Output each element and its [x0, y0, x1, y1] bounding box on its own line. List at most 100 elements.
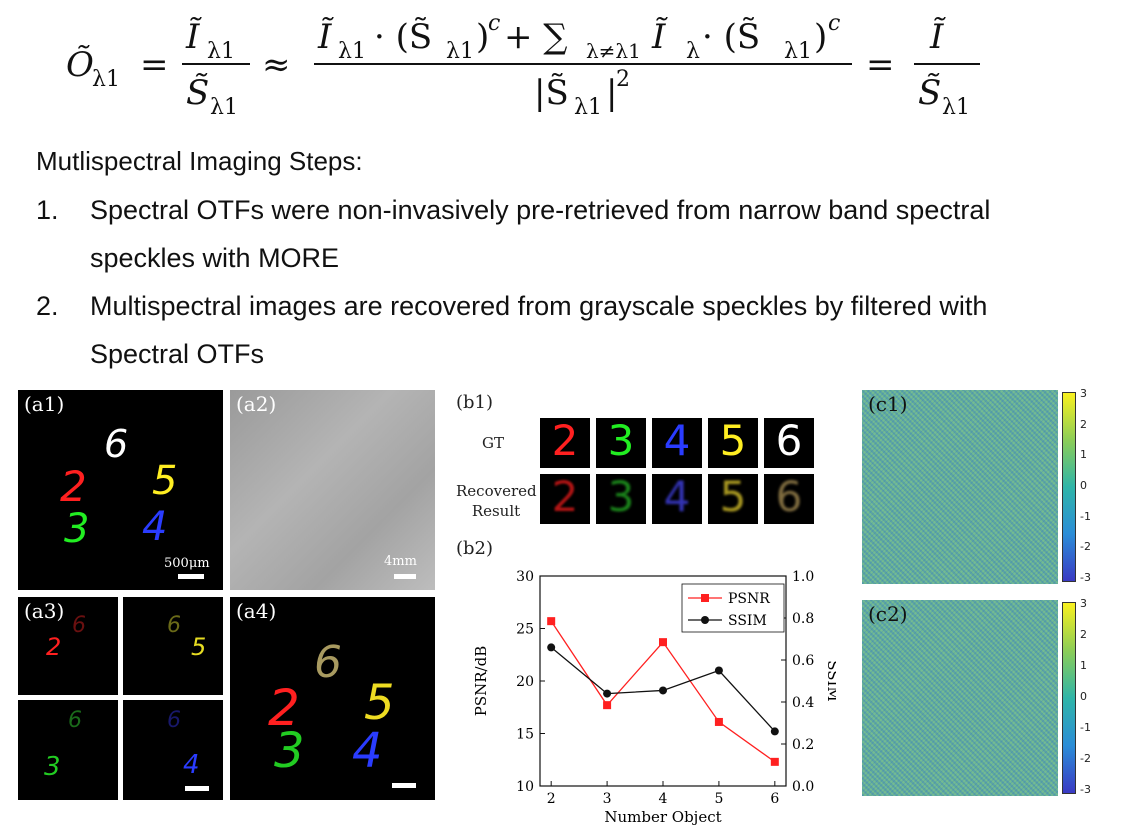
- rec-digit-5: 5: [719, 474, 747, 521]
- digit-2-recovered: 2: [268, 679, 300, 737]
- eq-big-num-e-sub: λ: [686, 39, 700, 64]
- eq-big-num-d-sub: λ≠λ1: [586, 39, 641, 63]
- gt-tile-2: 2: [540, 418, 590, 468]
- x-tick-label: 4: [659, 791, 668, 807]
- colorbar-tick: -2: [1080, 752, 1091, 765]
- step-2-number: 2.: [36, 291, 59, 321]
- digit-3-green: 3: [44, 752, 61, 782]
- digit-6-faint-y: 6: [167, 613, 181, 638]
- panel-a4-label: (a4): [236, 599, 277, 623]
- colorbar-tick: -3: [1080, 783, 1091, 796]
- eq-big-num-e: Ĩ: [651, 17, 668, 57]
- step-1-line2: speckles with MORE: [90, 243, 340, 273]
- panel-c2-label: (c2): [868, 602, 908, 626]
- digit-4-blue: 4: [183, 750, 200, 780]
- equation: Õ λ1 = Ĩ λ1 S̃ λ1 ≈ Ĩ λ1 · (S̃ λ1 ) c + …: [66, 11, 980, 120]
- y-tick-label: 25: [516, 622, 534, 638]
- scalebar-a2: [394, 574, 416, 579]
- colorbar-tick: 2: [1080, 628, 1087, 641]
- y2-tick-label: 0.0: [792, 779, 814, 795]
- colorbar-tick: 2: [1080, 417, 1087, 431]
- rec-tile-2: 2: [540, 474, 590, 524]
- recovered-label-line1: Recovered: [456, 482, 537, 500]
- y2-axis-label: SSIM: [824, 660, 836, 702]
- rec-digit-4: 4: [663, 474, 691, 521]
- colorbar-tick: 1: [1080, 448, 1087, 462]
- rec-tile-5: 5: [708, 474, 758, 524]
- digit-5: 5: [152, 458, 178, 504]
- scalebar-a1-label: 500μm: [164, 556, 210, 571]
- rec-tile-4: 4: [652, 474, 702, 524]
- eq-big-num-a-sub: λ1: [338, 39, 366, 64]
- gt-digit-5: 5: [719, 418, 747, 465]
- panel-a3-red: (a3) 6 2: [18, 597, 118, 695]
- panel-a2: (a2) 4mm: [230, 390, 435, 590]
- data-point-psnr: [770, 757, 779, 766]
- eq-big-num-c: ): [476, 17, 489, 57]
- data-point-psnr: [547, 617, 556, 626]
- colorbar-tick: 0: [1080, 479, 1087, 492]
- digit-2: 2: [60, 462, 87, 511]
- eq-big-den-sub: λ1: [574, 95, 602, 120]
- panel-b2-label: (b2): [456, 538, 494, 559]
- gt-tile-5: 5: [708, 418, 758, 468]
- panel-b1-label: (b1): [456, 392, 494, 413]
- eq-lhs: Õ: [66, 44, 94, 85]
- psnr-ssim-chart: 10 15 20 25 30 0.0 0.2 0.4 0.6 0.8 1.0 2 3 4 5 6 Number …: [472, 569, 836, 826]
- y2-tick-label: 0.4: [792, 695, 814, 711]
- data-point-ssim: [659, 686, 667, 695]
- panel-a1: (a1) 6 2 5 3 4 500μm: [18, 390, 223, 590]
- eq-f3-den-sub: λ1: [942, 95, 970, 120]
- colorbar-tick: -3: [1080, 571, 1091, 584]
- panel-a2-label: (a2): [236, 392, 277, 416]
- colorbar-tick: 3: [1080, 387, 1087, 400]
- legend-box: [681, 583, 785, 633]
- data-point-ssim: [714, 666, 723, 675]
- panel-a4: (a4) 6 2 5 3 4: [230, 597, 435, 800]
- eq-f3-den: S̃: [918, 73, 941, 113]
- step-2-line1: Multispectral images are recovered from …: [90, 291, 988, 321]
- eq-f1-num: Ĩ: [185, 17, 202, 57]
- colorbar-c1: [1062, 392, 1076, 582]
- data-point-ssim: [603, 689, 612, 698]
- panel-a3-green: 6 3: [18, 700, 118, 800]
- digit-2-red: 2: [46, 633, 62, 661]
- gt-digit-6: 6: [775, 418, 803, 465]
- digit-3: 3: [64, 506, 90, 552]
- eq-big-num-g: ): [814, 17, 827, 57]
- x-axis-label: Number Object: [604, 808, 721, 826]
- y2-tick-label: 1.0: [792, 569, 814, 585]
- digit-6-mixed: 6: [314, 637, 342, 688]
- eq-big-num-g-sup: c: [828, 11, 840, 36]
- step-1-line1: Spectral OTFs were non-invasively pre-re…: [90, 195, 991, 225]
- eq-big-den-sup: 2: [616, 67, 630, 92]
- y-tick-label: 10: [516, 779, 534, 795]
- panel-c1-label: (c1): [868, 392, 908, 416]
- legend-label: PSNR: [728, 591, 770, 607]
- panel-a3-yellow: 6 5: [123, 597, 223, 695]
- step-1-number: 1.: [36, 195, 59, 225]
- step-2: 2. Multispectral images are recovered fr…: [36, 282, 1126, 378]
- digit-4: 4: [142, 504, 168, 550]
- y2-tick-label: 0.2: [792, 737, 814, 753]
- panel-c2: (c2): [862, 600, 1058, 796]
- digit-6: 6: [104, 422, 129, 466]
- eq-f3-num: Ĩ: [929, 17, 946, 57]
- legend-marker: [701, 594, 709, 602]
- panel-a1-label: (a1): [24, 392, 65, 416]
- panel-a3-blue: 6 4: [123, 700, 223, 800]
- colorbar-tick: 1: [1080, 659, 1087, 672]
- x-tick-label: 5: [714, 791, 723, 807]
- colorbar-tick: -2: [1080, 540, 1091, 554]
- digit-6-faint-b: 6: [167, 708, 181, 733]
- eq-big-den: |S̃: [534, 73, 569, 113]
- eq-big-den-end: |: [606, 73, 617, 113]
- y-tick-label: 20: [516, 674, 534, 690]
- rec-digit-2: 2: [551, 474, 579, 521]
- digit-5-recovered: 5: [364, 675, 395, 731]
- data-point-psnr: [603, 701, 612, 710]
- digit-6-faint-g: 6: [68, 708, 82, 733]
- rec-tile-6: 6: [764, 474, 814, 524]
- colorbar-tick: 0: [1080, 690, 1087, 703]
- y-tick-label: 15: [516, 727, 534, 743]
